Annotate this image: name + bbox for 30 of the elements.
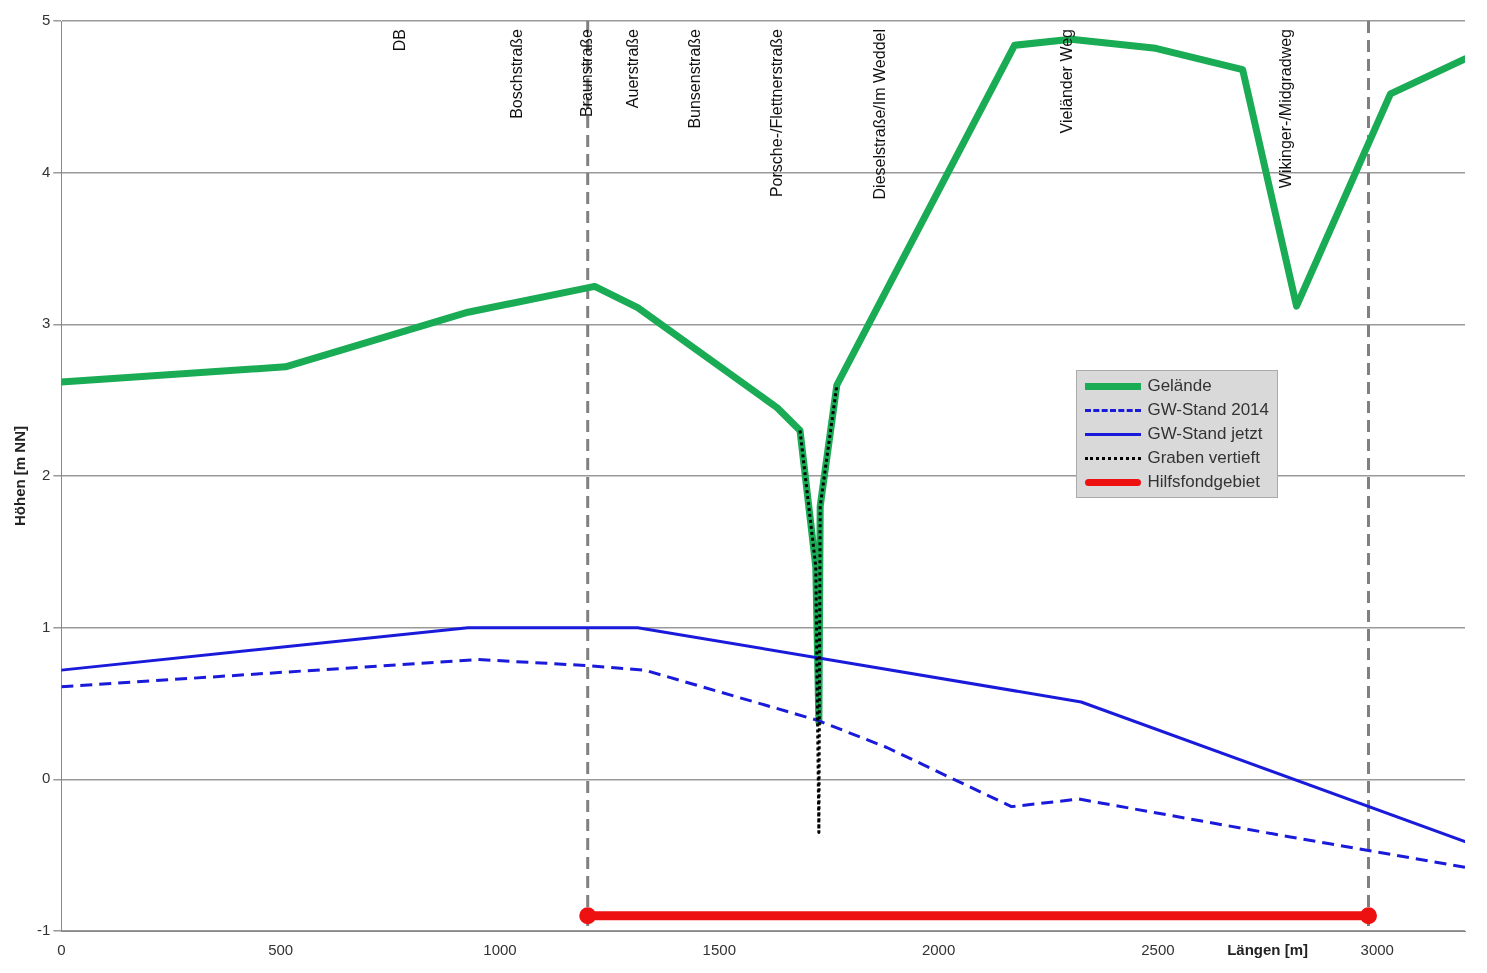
y-tick-label: 2 bbox=[41, 466, 51, 484]
x-axis-title: Längen [m] bbox=[1227, 940, 1309, 958]
y-tick-label: 5 bbox=[41, 11, 51, 29]
x-tick-label: 2500 bbox=[1141, 941, 1175, 959]
y-tick-label: -1 bbox=[36, 921, 51, 939]
x-tick-label: 3000 bbox=[1360, 941, 1394, 959]
y-tick-label: 4 bbox=[41, 162, 51, 180]
legend-label: GW-Stand 2014 bbox=[1147, 400, 1269, 420]
annotation: Porsche-/Flettnerstraße bbox=[767, 28, 785, 198]
y-axis-title: Höhen [m NN] bbox=[11, 426, 29, 526]
legend-label: Hilfsfondgebiet bbox=[1147, 472, 1260, 492]
annotation: Dieselstraße/Im Weddel bbox=[871, 29, 889, 200]
legend-label: Gelände bbox=[1147, 376, 1212, 396]
x-tick-label: 500 bbox=[268, 941, 294, 959]
y-tick-label: 0 bbox=[41, 769, 51, 787]
annotation: Vieländer Weg bbox=[1058, 29, 1076, 134]
x-tick-label: 1000 bbox=[483, 941, 517, 959]
annotation: Bunsenstraße bbox=[686, 28, 704, 129]
y-tick-label: 3 bbox=[41, 314, 51, 332]
annotation: Braunstraße bbox=[578, 28, 596, 118]
legend-label: Graben vertieft bbox=[1147, 448, 1260, 468]
annotation: Auerstraße bbox=[624, 28, 642, 109]
annotation: Boschstraße bbox=[507, 28, 525, 119]
x-tick-label: 2000 bbox=[921, 941, 956, 959]
x-tick-label: 1500 bbox=[702, 941, 736, 959]
annotation: DB bbox=[391, 29, 409, 52]
annotation: Wikinger-/Midgradweg bbox=[1277, 29, 1295, 189]
legend-label: GW-Stand jetzt bbox=[1147, 424, 1263, 444]
x-tick-label: 0 bbox=[57, 941, 66, 959]
y-tick-label: 1 bbox=[41, 617, 51, 635]
